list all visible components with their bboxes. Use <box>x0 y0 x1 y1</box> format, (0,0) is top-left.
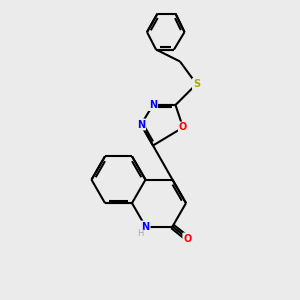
Text: S: S <box>193 79 200 89</box>
Text: H: H <box>137 229 143 238</box>
Text: N: N <box>149 100 157 110</box>
Text: N: N <box>137 119 145 130</box>
Text: N: N <box>141 221 150 232</box>
Text: O: O <box>179 122 187 133</box>
Text: O: O <box>183 233 192 244</box>
